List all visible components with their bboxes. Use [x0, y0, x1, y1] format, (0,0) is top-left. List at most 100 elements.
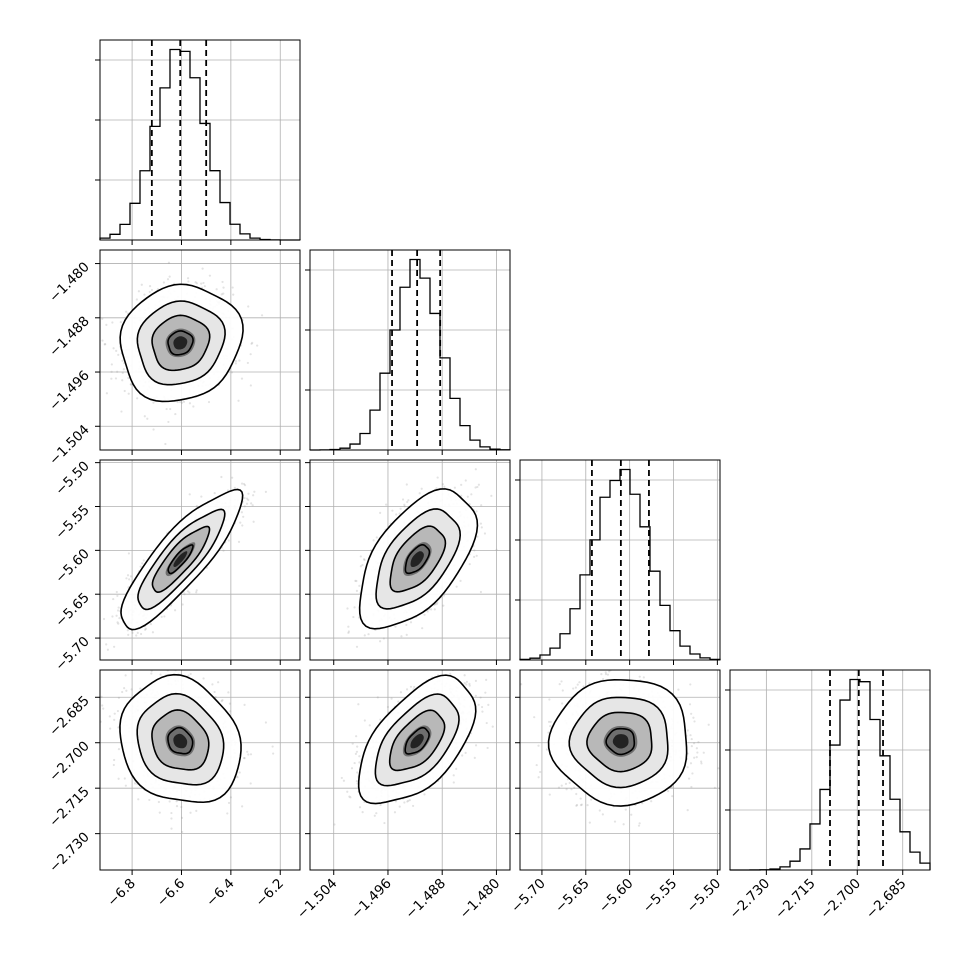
- sample-point: [474, 486, 477, 489]
- sample-point: [473, 555, 476, 558]
- sample-point: [203, 285, 206, 288]
- sample-point: [112, 597, 115, 601]
- sample-point: [403, 503, 406, 506]
- sample-point: [479, 522, 483, 525]
- y-tick-label: −5.70: [52, 634, 93, 675]
- sample-point: [252, 494, 255, 497]
- sample-point: [391, 509, 394, 512]
- sample-point: [117, 726, 120, 729]
- contour-level-2: [151, 314, 211, 372]
- sample-point: [195, 504, 198, 508]
- sample-point: [359, 565, 362, 568]
- sample-point: [221, 280, 224, 284]
- axes-frame: [309, 459, 511, 661]
- sample-point: [426, 610, 429, 613]
- scatter-panel-1-0: −1.504−1.496−1.488−1.480: [46, 249, 301, 469]
- sample-point: [127, 376, 130, 380]
- sample-point: [221, 698, 224, 702]
- sample-point: [124, 674, 127, 677]
- sample-point: [353, 606, 356, 609]
- sample-point: [435, 603, 438, 606]
- sample-point: [143, 415, 146, 418]
- sample-point: [164, 442, 167, 446]
- sample-point: [195, 589, 198, 592]
- sample-point: [182, 400, 186, 403]
- sample-point: [152, 401, 155, 404]
- sample-point: [178, 400, 182, 404]
- sample-point: [125, 310, 128, 313]
- sample-point: [181, 830, 184, 834]
- sample-point: [169, 604, 173, 607]
- sample-point: [220, 700, 223, 703]
- sample-point: [378, 640, 382, 643]
- sample-point: [194, 281, 197, 284]
- sample-point: [117, 622, 120, 625]
- sample-point: [113, 712, 116, 715]
- sample-point: [251, 341, 254, 344]
- sample-point: [213, 690, 216, 694]
- scatter-panel-2-0: −5.70−5.65−5.60−5.55−5.50: [52, 458, 301, 675]
- sample-point: [210, 657, 212, 659]
- sample-point: [91, 610, 93, 612]
- sample-point: [215, 288, 218, 291]
- sample-point: [200, 495, 203, 498]
- sample-point: [143, 293, 146, 296]
- sample-point: [176, 400, 179, 404]
- sample-point: [355, 589, 359, 592]
- sample-point: [180, 805, 183, 809]
- contour-level-1: [375, 508, 462, 610]
- y-tick-label: −1.504: [46, 422, 93, 469]
- axes-frame: [99, 39, 301, 241]
- sample-point: [162, 281, 165, 284]
- sample-point: [362, 558, 366, 561]
- sample-point: [102, 617, 106, 621]
- sample-point: [116, 594, 119, 598]
- sample-point: [436, 601, 439, 604]
- sample-point: [122, 368, 125, 371]
- sample-point: [187, 674, 190, 677]
- sample-point: [188, 402, 192, 405]
- sample-point: [142, 559, 145, 562]
- sample-point: [188, 493, 191, 496]
- sample-point: [120, 410, 123, 413]
- sample-point: [382, 637, 385, 640]
- contour-level-0: [358, 488, 479, 630]
- histogram-panel-2: [515, 459, 721, 665]
- sample-point: [253, 490, 256, 493]
- histogram-panel-3: [725, 669, 931, 875]
- sample-point: [101, 339, 104, 342]
- sample-point: [476, 485, 479, 489]
- sample-point: [214, 696, 217, 699]
- sample-point: [160, 615, 163, 618]
- panel-content: [91, 460, 300, 660]
- sample-point: [375, 536, 378, 539]
- sample-point: [121, 359, 124, 362]
- sample-point: [464, 479, 467, 482]
- sample-point: [436, 476, 439, 479]
- sample-point: [407, 499, 410, 502]
- sample-point: [473, 549, 476, 552]
- panel-content: [100, 657, 300, 870]
- sample-point: [105, 392, 108, 395]
- contour-level-3: [404, 543, 431, 575]
- sample-point: [144, 628, 147, 631]
- sample-point: [360, 660, 362, 662]
- sample-point: [443, 485, 446, 488]
- sample-point: [352, 615, 355, 619]
- sample-point: [200, 282, 203, 285]
- sample-point: [174, 412, 177, 416]
- sample-point: [423, 613, 426, 616]
- sample-point: [115, 349, 118, 352]
- sample-point: [167, 261, 171, 264]
- sample-point: [231, 286, 234, 289]
- sample-point: [480, 526, 483, 529]
- sample-point: [466, 495, 469, 498]
- sample-point: [187, 280, 190, 283]
- sample-point: [405, 633, 408, 636]
- sample-point: [406, 500, 409, 504]
- sample-point: [355, 579, 358, 583]
- sample-point: [202, 281, 205, 285]
- sample-point: [242, 482, 246, 486]
- sample-point: [137, 798, 140, 801]
- sample-point: [363, 634, 366, 637]
